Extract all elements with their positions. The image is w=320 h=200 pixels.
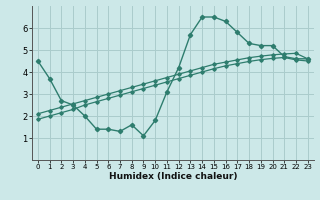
X-axis label: Humidex (Indice chaleur): Humidex (Indice chaleur) [108, 172, 237, 181]
